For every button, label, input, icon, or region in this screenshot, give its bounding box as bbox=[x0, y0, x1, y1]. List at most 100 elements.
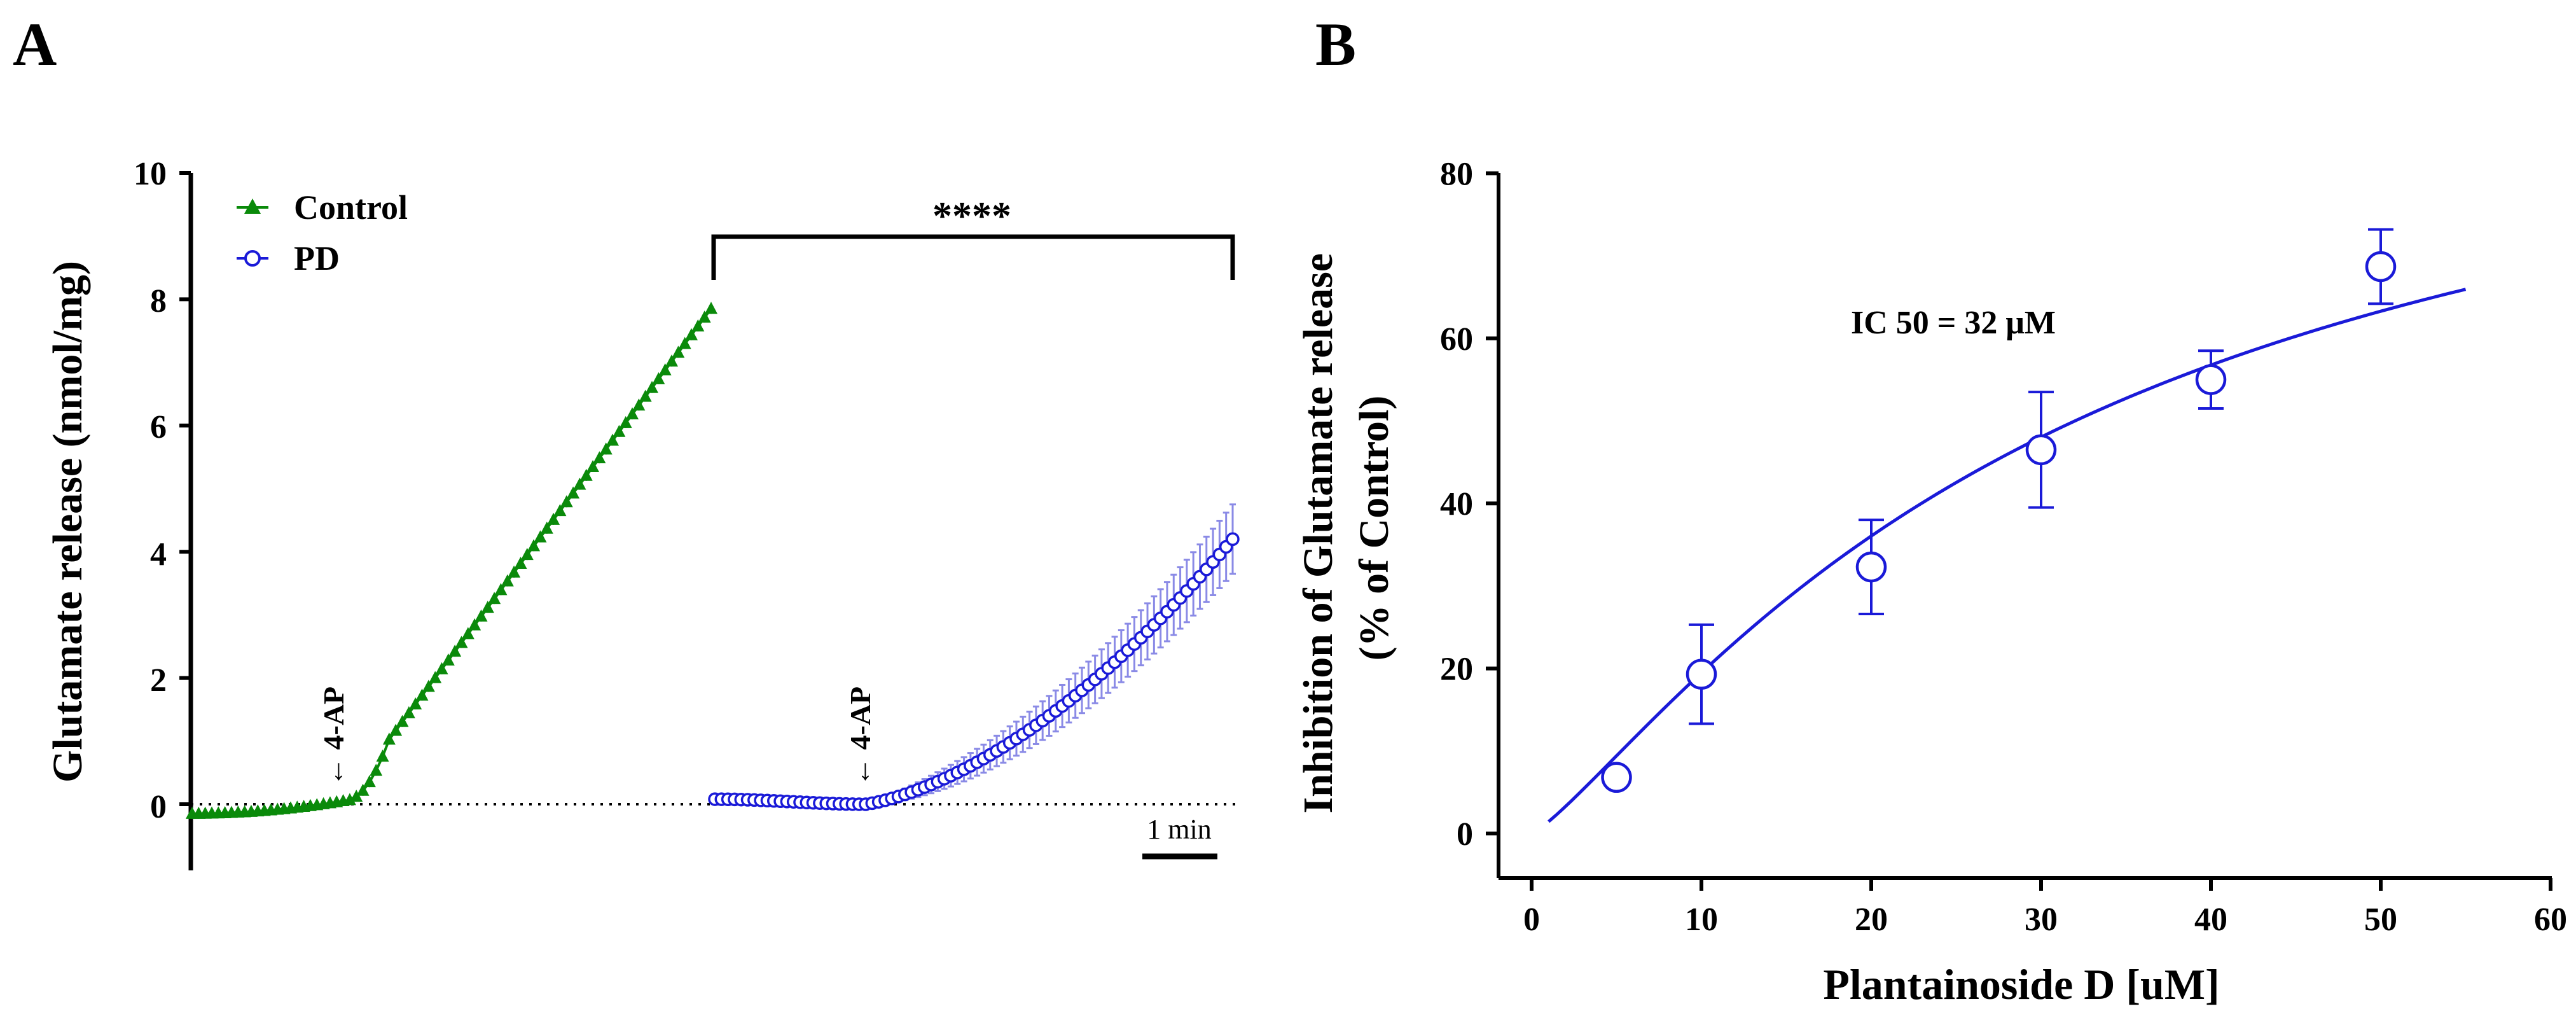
legend-pd-circle-icon bbox=[244, 250, 261, 267]
panel-b-y-axis-title: Inhibition of Glutamate release (% of Co… bbox=[1295, 242, 1397, 813]
b-data-point bbox=[2025, 434, 2057, 466]
control-point bbox=[698, 310, 711, 323]
control-point bbox=[534, 530, 547, 543]
control-point bbox=[658, 363, 672, 375]
panel-b-x-tick-label: 30 bbox=[2025, 902, 2058, 938]
panel-b-y-ticks: 0 20 40 60 80 bbox=[1440, 156, 1499, 853]
control-point bbox=[685, 328, 698, 340]
control-point bbox=[508, 565, 521, 578]
control-point bbox=[481, 601, 494, 613]
control-point bbox=[586, 459, 600, 472]
control-point bbox=[488, 592, 501, 604]
dose-response-points bbox=[1601, 228, 2397, 793]
control-point bbox=[567, 486, 580, 499]
panel-a-y-ticks bbox=[179, 171, 191, 806]
panel-b-x-ticks: 0 10 20 30 40 50 60 bbox=[1523, 878, 2567, 938]
control-point bbox=[579, 468, 593, 481]
control-point bbox=[474, 609, 488, 622]
control-point bbox=[363, 775, 376, 788]
panel-b-y-tick-label: 0 bbox=[1457, 816, 1473, 853]
pd-point bbox=[1226, 532, 1240, 547]
control-point bbox=[415, 688, 429, 701]
control-point bbox=[527, 539, 541, 552]
significance-stars: **** bbox=[932, 195, 1011, 238]
scale-bar-label: 1 min bbox=[1147, 814, 1211, 845]
control-point bbox=[455, 636, 468, 648]
control-point bbox=[547, 512, 560, 525]
control-point bbox=[402, 706, 415, 718]
panel-b-x-tick-label: 20 bbox=[1855, 902, 1888, 938]
panel-b-y-axis-title-line-2: (% of Control) bbox=[1351, 396, 1397, 661]
control-point bbox=[672, 345, 685, 358]
panel-b-x-axis-title: Plantainoside D [uM] bbox=[1823, 960, 2219, 1008]
panel-b-y-tick-label: 80 bbox=[1440, 156, 1473, 192]
panel-a-ytick-label: 0 bbox=[150, 789, 167, 825]
panel-b-y-tick-label: 40 bbox=[1440, 486, 1473, 522]
panel-a-ytick-label: 6 bbox=[150, 409, 167, 445]
significance-bracket bbox=[711, 234, 1235, 280]
control-point bbox=[435, 662, 448, 674]
control-point bbox=[494, 583, 508, 596]
control-point bbox=[343, 793, 356, 805]
panel-a-legend: Control PD bbox=[237, 188, 408, 277]
panel-a-label: A bbox=[13, 10, 57, 78]
control-point bbox=[514, 556, 527, 569]
panel-a-ytick-label: 4 bbox=[150, 536, 167, 573]
panel-a-ytick-label: 2 bbox=[150, 662, 167, 699]
b-data-point bbox=[1601, 762, 1632, 793]
panel-b-x-tick-label: 60 bbox=[2534, 902, 2567, 938]
b-data-point bbox=[1686, 659, 1717, 690]
control-point bbox=[370, 764, 383, 776]
b-data-point bbox=[2365, 251, 2397, 282]
panel-b-x-tick-label: 50 bbox=[2364, 902, 2397, 938]
control-point bbox=[691, 319, 705, 331]
control-point bbox=[705, 302, 717, 314]
b-data-point bbox=[1855, 551, 1887, 583]
ic50-annotation: IC 50 = 32 μM bbox=[1851, 305, 2056, 341]
control-4ap-annotation: ← 4-AP bbox=[317, 687, 350, 786]
control-point bbox=[613, 424, 626, 437]
control-point bbox=[632, 398, 646, 411]
panel-a-y-axis-title: Glutamate release (nmol/mg) bbox=[45, 261, 91, 783]
panel-b-x-tick-label: 40 bbox=[2194, 902, 2227, 938]
legend-pd-label: PD bbox=[294, 239, 340, 277]
control-point bbox=[540, 521, 553, 534]
control-point bbox=[409, 697, 422, 710]
control-point bbox=[553, 504, 567, 517]
pd-series bbox=[708, 532, 1240, 811]
panel-b-y-axis-title-line-1: Inhibition of Glutamate release bbox=[1295, 253, 1341, 814]
control-point bbox=[573, 477, 586, 490]
panel-a-ytick-label: 8 bbox=[150, 283, 167, 319]
legend-control-label: Control bbox=[294, 188, 408, 227]
control-point bbox=[599, 442, 613, 455]
control-point bbox=[639, 389, 652, 402]
control-point bbox=[606, 433, 620, 446]
control-point bbox=[396, 715, 409, 727]
panel-a: A 10 8 6 4 2 0 Glutamate release (nmol/m… bbox=[13, 10, 1240, 870]
control-point bbox=[389, 723, 403, 736]
panel-b: B 0 20 40 60 80 0 10 20 30 40 50 60 Plantainoside … bbox=[1295, 10, 2567, 1008]
control-point bbox=[646, 380, 659, 393]
control-point bbox=[376, 750, 389, 762]
panel-a-ytick-label: 10 bbox=[134, 156, 167, 192]
control-point bbox=[422, 680, 435, 692]
control-point bbox=[501, 574, 514, 587]
panel-b-label: B bbox=[1315, 10, 1356, 78]
control-point bbox=[382, 732, 396, 745]
control-point bbox=[678, 337, 691, 349]
control-point bbox=[448, 645, 462, 657]
b-data-point bbox=[2195, 364, 2227, 395]
control-point bbox=[560, 495, 573, 508]
panel-b-y-tick-label: 20 bbox=[1440, 652, 1473, 688]
panel-b-y-tick-label: 60 bbox=[1440, 321, 1473, 358]
control-point bbox=[520, 548, 534, 561]
panel-b-x-tick-label: 0 bbox=[1523, 902, 1540, 938]
control-point bbox=[626, 407, 639, 420]
control-point bbox=[441, 653, 455, 666]
control-point bbox=[619, 415, 632, 428]
control-point bbox=[468, 618, 481, 631]
pd-4ap-annotation: ← 4-AP bbox=[844, 687, 876, 786]
panel-b-x-tick-label: 10 bbox=[1685, 902, 1718, 938]
control-point bbox=[350, 790, 363, 802]
control-point bbox=[461, 627, 474, 639]
